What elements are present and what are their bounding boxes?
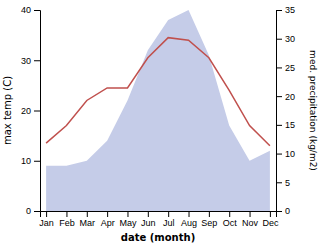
tick: 10 <box>276 149 295 159</box>
tick: Dec <box>262 211 279 228</box>
tick-label: 10 <box>285 149 295 159</box>
tick-label: 0 <box>26 206 31 216</box>
x-axis: Jan Feb Mar Apr May Jun Jul Aug Sep Oct NovDec <box>39 211 279 228</box>
tick-label: Dec <box>262 218 279 228</box>
tick-label: Oct <box>223 218 238 228</box>
y-axis-title: max temp (C) <box>2 76 13 145</box>
tick-mark <box>34 10 40 11</box>
y2-axis-title: med. precipitation (kg/m2) <box>308 50 318 171</box>
tick-mark <box>34 161 40 162</box>
tick-mark <box>46 211 47 217</box>
tick-mark <box>66 211 67 217</box>
tick: Sep <box>201 211 217 228</box>
tick: Nov <box>242 211 259 228</box>
tick-mark <box>276 96 282 97</box>
tick-mark <box>87 211 88 217</box>
tick-mark <box>276 154 282 155</box>
chart: Jan Feb Mar Apr May Jun Jul Aug Sep Oct NovDec 0 10 2… <box>0 0 318 247</box>
tick: 30 <box>276 34 295 44</box>
tick-label: 20 <box>21 106 31 116</box>
tick-mark <box>276 10 282 11</box>
tick-label: Jan <box>39 218 54 228</box>
tick: 5 <box>276 178 290 188</box>
tick-mark <box>276 39 282 40</box>
tick-label: 20 <box>285 92 295 102</box>
axis-line <box>34 11 41 212</box>
tick-label: Feb <box>59 218 75 228</box>
tick: May <box>119 211 137 228</box>
tick: 10 <box>21 156 40 166</box>
tick-label: 30 <box>285 34 295 44</box>
tick: Jan <box>39 211 54 228</box>
tick-mark <box>270 211 271 217</box>
tick-mark <box>168 211 169 217</box>
tick-mark <box>276 211 282 212</box>
tick-mark <box>148 211 149 217</box>
y-axis: 0 10 20 30 40 <box>21 5 41 216</box>
tick-label: Sep <box>201 218 217 228</box>
tick-mark <box>276 67 282 68</box>
tick-label: Jun <box>141 218 156 228</box>
tick-mark <box>34 60 40 61</box>
tick: Oct <box>223 211 238 228</box>
tick-mark <box>127 211 128 217</box>
x-axis-title: date (month) <box>121 232 195 243</box>
y2-axis: 0 5 10 15 20 25 30 35 <box>276 5 295 216</box>
tick-label: Nov <box>242 218 259 228</box>
line <box>46 38 270 146</box>
axis-line <box>277 11 283 212</box>
axis-line <box>41 212 277 218</box>
tick: 0 <box>26 206 40 216</box>
plot: Jan Feb Mar Apr May Jun Jul Aug Sep Oct NovDec 0 10 2… <box>21 5 295 228</box>
tick: 25 <box>276 63 295 73</box>
tick-label: Mar <box>80 218 96 228</box>
tick-label: 10 <box>21 156 31 166</box>
tick: Mar <box>80 211 96 228</box>
tick: Apr <box>101 211 115 228</box>
tick-label: 15 <box>285 120 295 130</box>
tick: Feb <box>59 211 75 228</box>
tick-mark <box>34 211 40 212</box>
tick-label: 35 <box>285 5 295 15</box>
tick: 20 <box>21 106 40 116</box>
area <box>46 10 270 211</box>
tick-label: 40 <box>21 5 31 15</box>
tick-label: 25 <box>285 63 295 73</box>
tick: Jul <box>163 211 175 228</box>
tick: 15 <box>276 120 295 130</box>
tick-mark <box>250 211 251 217</box>
tick: 35 <box>276 5 295 15</box>
tick-mark <box>34 111 40 112</box>
tick-mark <box>276 125 282 126</box>
tick: Jun <box>141 211 156 228</box>
tick-label: 30 <box>21 56 31 66</box>
tick-label: 0 <box>285 206 290 216</box>
tick-label: Apr <box>101 218 115 228</box>
tick-label: Jul <box>163 218 175 228</box>
tick-mark <box>209 211 210 217</box>
tick: 20 <box>276 92 295 102</box>
tick-mark <box>107 211 108 217</box>
tick-mark <box>229 211 230 217</box>
tick-mark <box>189 211 190 217</box>
tick-mark <box>276 182 282 183</box>
tick: Aug <box>181 211 197 228</box>
tick: 30 <box>21 56 40 66</box>
tick-label: Aug <box>181 218 197 228</box>
tick-label: 5 <box>285 178 290 188</box>
tick: 40 <box>21 5 40 15</box>
tick: 0 <box>276 206 290 216</box>
marks <box>46 10 270 211</box>
tick-label: May <box>119 218 137 228</box>
